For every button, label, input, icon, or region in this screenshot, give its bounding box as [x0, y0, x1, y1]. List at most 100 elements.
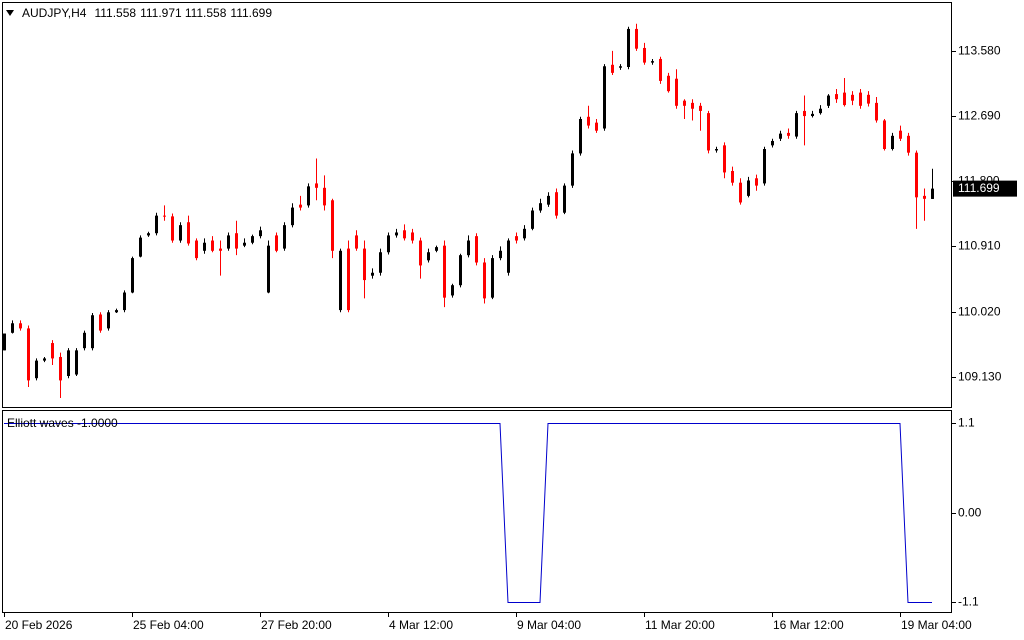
chart-header: AUDJPY,H4 111.558 111.971 111.558 111.699 — [22, 6, 272, 20]
candle-body — [787, 132, 790, 136]
candle-body — [67, 350, 70, 377]
candle-body — [283, 225, 286, 249]
candle-body — [747, 180, 750, 196]
x-tick-label: 16 Mar 12:00 — [773, 618, 844, 632]
candle-body — [763, 149, 766, 184]
y-tick-label: 112.690 — [958, 109, 1001, 123]
candle-body — [531, 210, 534, 229]
candle-body — [835, 94, 838, 100]
candle-body — [347, 248, 350, 311]
ohlc-low: 111.558 — [185, 6, 227, 20]
candle-body — [275, 235, 278, 251]
y-tick-label: 113.580 — [958, 44, 1001, 58]
candle-body — [643, 47, 646, 63]
candle-body — [595, 122, 598, 131]
candle-body — [499, 250, 502, 259]
candle-body — [19, 323, 22, 329]
candle-body — [147, 233, 150, 236]
candle-body — [859, 92, 862, 106]
candle-body — [379, 252, 382, 273]
symbol-title: AUDJPY,H4 — [22, 6, 87, 20]
candle-body — [443, 245, 446, 298]
candle-body — [83, 332, 86, 349]
candle-body — [475, 236, 478, 263]
candle-body — [59, 356, 62, 381]
candle-body — [771, 140, 774, 146]
candle-body — [195, 240, 198, 259]
y-tick-label: 109.130 — [958, 370, 1002, 384]
candle-body — [563, 185, 566, 213]
candle-body — [211, 240, 214, 251]
candle-body — [403, 230, 406, 239]
candle-body — [411, 232, 414, 241]
x-tick-label: 9 Mar 04:00 — [517, 618, 581, 632]
x-tick-label: 4 Mar 12:00 — [389, 618, 453, 632]
candle-body — [675, 78, 678, 106]
candle-body — [699, 105, 702, 111]
candle-body — [659, 58, 662, 81]
candle-body — [387, 235, 390, 253]
candle-body — [291, 207, 294, 226]
y-tick-label: 110.910 — [958, 239, 1001, 253]
candle-body — [419, 240, 422, 266]
x-tick-label: 11 Mar 20:00 — [645, 618, 715, 632]
candle-body — [691, 102, 694, 109]
candle-body — [131, 258, 134, 293]
candle-body — [435, 247, 438, 251]
candle-body — [179, 225, 182, 241]
candle-body — [579, 118, 582, 154]
candle-body — [627, 28, 630, 67]
candle-body — [115, 310, 118, 313]
candle-body — [483, 262, 486, 299]
candle-body — [219, 248, 222, 251]
candle-body — [35, 360, 38, 379]
candle-body — [187, 222, 190, 244]
x-tick-label: 20 Feb 2026 — [5, 618, 73, 632]
candle-body — [723, 145, 726, 173]
plot-layer: 113.580112.690111.800110.910110.020109.1… — [3, 23, 1017, 632]
candle-body — [91, 315, 94, 349]
candle-body — [635, 28, 638, 49]
candle-body — [619, 66, 622, 68]
candle-body — [227, 235, 230, 249]
candle-body — [75, 350, 78, 375]
candle-body — [331, 200, 334, 251]
candle-body — [667, 75, 670, 92]
candle-body — [3, 333, 6, 351]
candle-body — [931, 188, 934, 199]
indicator-line — [4, 423, 932, 603]
candle-body — [523, 228, 526, 239]
candle-body — [355, 235, 358, 249]
ohlc-close: 111.699 — [230, 6, 272, 20]
candle-body — [395, 232, 398, 236]
candle-body — [123, 292, 126, 311]
candle-body — [755, 178, 758, 186]
candle-body — [707, 113, 710, 151]
candle-body — [651, 61, 654, 63]
candle-body — [99, 314, 102, 331]
candle-body — [507, 240, 510, 273]
candle-body — [587, 116, 590, 126]
candle-body — [819, 108, 822, 114]
candle-body — [315, 183, 318, 188]
candle-body — [491, 258, 494, 298]
candle-body — [547, 195, 550, 205]
candle-body — [899, 130, 902, 139]
ohlc-open: 111.558 — [94, 6, 136, 20]
candle-body — [43, 358, 46, 361]
candle-body — [323, 187, 326, 206]
candle-body — [459, 255, 462, 286]
candle-body — [155, 215, 158, 234]
y-tick-label: 110.020 — [958, 305, 1001, 319]
candle-body — [51, 343, 54, 359]
x-tick-label: 27 Feb 20:00 — [261, 618, 332, 632]
y-tick-label: -1.1 — [958, 595, 979, 609]
candle-body — [603, 66, 606, 129]
candle-body — [827, 95, 830, 106]
current-price-label: 111.699 — [958, 181, 1000, 195]
candle-body — [363, 248, 366, 281]
symbol-menu-triangle[interactable] — [6, 10, 14, 16]
candle-body — [571, 153, 574, 186]
